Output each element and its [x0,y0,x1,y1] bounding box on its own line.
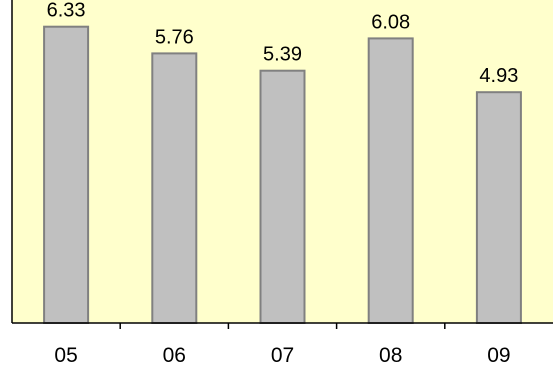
x-tick-label-06: 06 [163,344,186,367]
bar-07 [259,69,306,324]
x-axis-ticks [119,323,446,329]
data-labels-group: 6.33 5.76 5.39 6.08 4.93 [47,0,519,87]
bars-group [43,25,522,325]
bar-06 [151,52,198,325]
bar-05 [43,25,90,324]
bar-08 [367,37,414,325]
data-label-07: 5.39 [263,44,302,66]
data-label-05: 6.33 [47,0,86,22]
x-tick-label-05: 05 [54,344,77,367]
bar-09 [475,91,522,324]
x-tick-labels-group: 05 06 07 08 09 [54,344,510,367]
data-label-09: 4.93 [479,65,518,87]
x-tick-label-09: 09 [487,344,510,367]
data-label-06: 5.76 [155,26,194,48]
x-tick-label-07: 07 [271,344,294,367]
data-label-08: 6.08 [371,11,410,33]
x-tick-label-08: 08 [379,344,402,367]
